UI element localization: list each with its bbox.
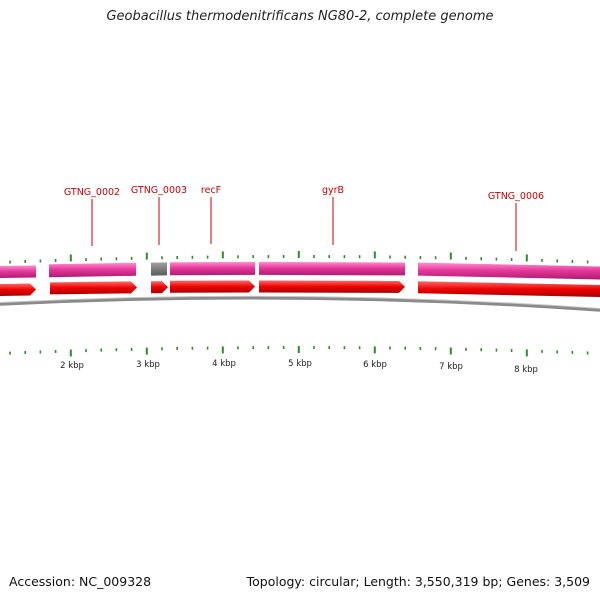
gap-feature (151, 262, 167, 276)
gene-label: recF (201, 185, 221, 196)
gene-arrow (0, 283, 36, 296)
gene-label: GTNG_0003 (131, 185, 187, 196)
gene-arrow (418, 281, 600, 297)
gene-labels: GTNG_0002 GTNG_0003 recF gyrB GTNG_0006 (64, 185, 544, 202)
outer-feature-ring (0, 261, 600, 280)
gene-arrow (50, 281, 137, 295)
gene-label: GTNG_0006 (488, 191, 544, 202)
accession-text: Accession: NC_009328 (9, 574, 152, 589)
gene-arrow (259, 280, 405, 293)
scale-labels: 2 kbp 3 kbp 4 kbp 5 kbp 6 kbp 7 kbp 8 kb… (60, 359, 538, 375)
tick-label: 6 kbp (363, 360, 387, 370)
tick-label: 7 kbp (439, 362, 463, 372)
gene-arrow (170, 280, 255, 293)
tick-label: 5 kbp (288, 359, 312, 369)
outer-segment (259, 261, 405, 276)
outer-segment (418, 262, 600, 280)
gene-label: gyrB (322, 185, 344, 196)
genome-summary-text: Topology: circular; Length: 3,550,319 bp… (246, 574, 590, 589)
upper-tick-marks (9, 251, 589, 264)
inner-feature-ring (0, 280, 600, 297)
genome-backbone-highlight (0, 295, 600, 309)
gene-arrow (151, 281, 168, 294)
outer-segment (49, 262, 136, 278)
outer-segment (0, 265, 36, 278)
outer-segment (170, 261, 255, 276)
tick-label: 4 kbp (212, 359, 236, 369)
gene-label-lines (91, 197, 517, 251)
gene-label: GTNG_0002 (64, 187, 120, 198)
lower-tick-marks (9, 346, 589, 357)
genome-backbone (0, 296, 600, 312)
tick-label: 3 kbp (136, 360, 160, 370)
tick-label: 8 kbp (514, 365, 538, 375)
tick-label: 2 kbp (60, 361, 84, 371)
map-title: Geobacillus thermodenitrificans NG80-2, … (106, 9, 494, 24)
